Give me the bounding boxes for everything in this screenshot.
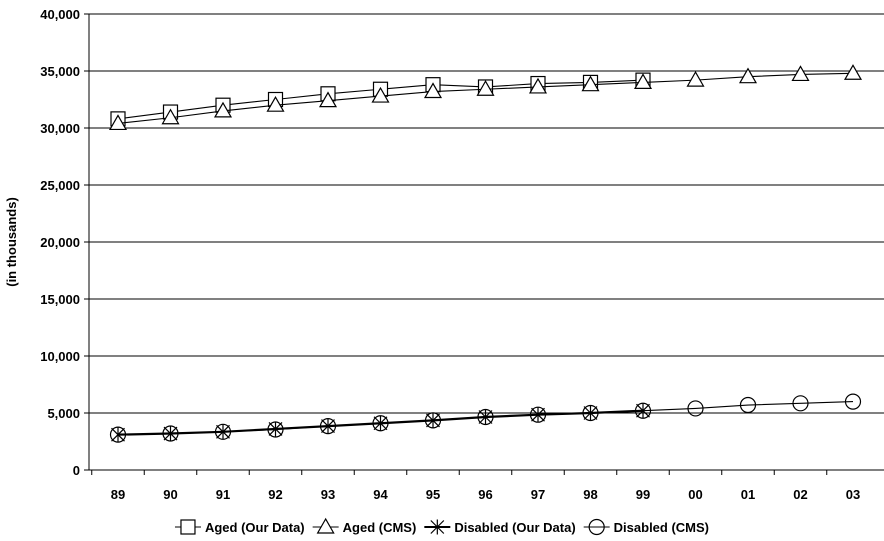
- data-point: [844, 393, 862, 410]
- legend-item: Disabled (CMS): [583, 518, 709, 536]
- data-point: [477, 408, 494, 426]
- y-tick-label: 15,000: [40, 292, 80, 307]
- y-tick-label: 35,000: [40, 64, 80, 79]
- y-tick-labels: 0 5,000 10,000 15,000 20,000 25,000 30,000 35,0…: [40, 7, 89, 478]
- y-tick-label: 20,000: [40, 235, 80, 250]
- legend-item: Aged (Our Data): [174, 519, 305, 535]
- x-tick-label: 00: [688, 487, 702, 502]
- data-point: [739, 396, 757, 414]
- x-tick-label: 95: [426, 487, 440, 502]
- data-point: [424, 412, 442, 429]
- series-triangle: [108, 64, 863, 131]
- x-tick-label: 01: [741, 487, 755, 502]
- legend-marker: [180, 519, 196, 535]
- x-tick-labels: 89 90 91 92 93 94 95 96 97 98 99 00 01 02 03: [91, 470, 860, 502]
- legend-label: Aged (CMS): [343, 520, 417, 535]
- data-point: [528, 77, 548, 94]
- x-tick-label: 92: [268, 487, 282, 502]
- y-tick-label: 30,000: [40, 121, 80, 136]
- series-layer: [108, 64, 863, 443]
- data-point: [843, 64, 863, 80]
- y-axis-title: (in thousands): [4, 197, 19, 287]
- data-point: [423, 82, 443, 99]
- data-point: [687, 400, 704, 417]
- data-point: [686, 70, 705, 87]
- data-point: [371, 86, 390, 103]
- data-point: [738, 67, 758, 84]
- series-line: [117, 401, 854, 436]
- legend-marker: [588, 518, 605, 536]
- x-tick-label: 96: [478, 487, 492, 502]
- data-point: [268, 421, 283, 437]
- series-circle: [109, 393, 862, 443]
- data-point: [634, 402, 652, 419]
- x-tick-label: 91: [216, 487, 230, 502]
- data-point: [372, 415, 389, 432]
- y-tick-label: 25,000: [40, 178, 80, 193]
- data-point: [582, 404, 599, 422]
- legend-marker: [430, 519, 445, 535]
- y-tick-label: 0: [73, 463, 80, 478]
- data-point: [529, 406, 547, 423]
- data-point: [476, 80, 495, 96]
- data-point: [214, 423, 232, 440]
- data-point: [791, 65, 810, 82]
- legend-label: Disabled (Our Data): [454, 520, 575, 535]
- legend-item: Aged (CMS): [312, 517, 417, 535]
- data-point: [792, 395, 809, 412]
- x-tick-label: 89: [111, 487, 125, 502]
- x-tick-label: 90: [163, 487, 177, 502]
- x-tick-label: 94: [373, 487, 388, 502]
- data-point: [108, 114, 128, 131]
- data-point: [581, 75, 600, 92]
- series-asterisk: [111, 403, 650, 443]
- x-tick-label: 02: [793, 487, 807, 502]
- legend-label: Aged (Our Data): [205, 520, 305, 535]
- y-tick-label: 5,000: [47, 406, 80, 421]
- legend-label: Disabled (CMS): [614, 520, 709, 535]
- x-tick-label: 93: [321, 487, 335, 502]
- legend: Aged (Our Data) Aged (CMS) Disabled (Our D…: [174, 517, 709, 536]
- data-point: [267, 421, 284, 438]
- data-point: [162, 425, 179, 442]
- x-tick-label: 97: [531, 487, 545, 502]
- data-point: [319, 418, 337, 435]
- x-tick-label: 03: [846, 487, 860, 502]
- gridlines: [89, 13, 884, 414]
- data-point: [213, 101, 233, 118]
- x-tick-label: 98: [583, 487, 597, 502]
- y-tick-label: 10,000: [40, 349, 80, 364]
- data-point: [109, 426, 127, 443]
- data-point: [161, 108, 180, 125]
- x-tick-label: 99: [636, 487, 650, 502]
- data-point: [318, 91, 338, 108]
- legend-marker: [316, 517, 335, 534]
- data-point: [633, 73, 653, 90]
- legend-item: Disabled (Our Data): [424, 519, 576, 535]
- data-point: [266, 95, 285, 112]
- y-tick-label: 40,000: [40, 7, 80, 22]
